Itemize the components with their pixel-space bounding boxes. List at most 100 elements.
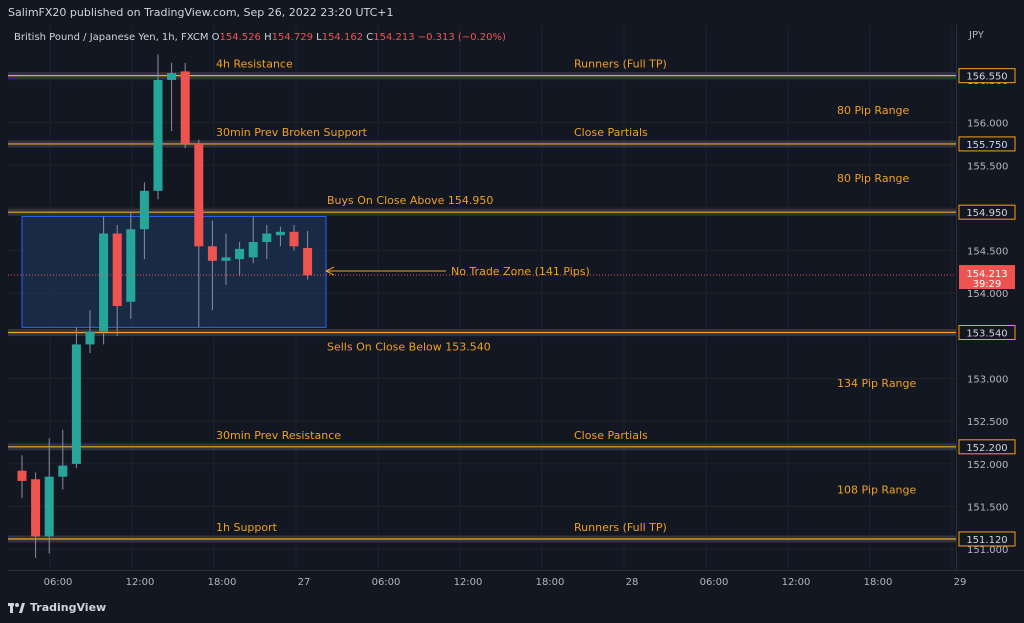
x-tick-label: 06:00 xyxy=(44,577,73,588)
candle-bearish xyxy=(17,455,27,499)
legend-part: British Pound / Japanese Yen, 1h, FXCM xyxy=(14,32,212,43)
legend-part: 154.526 xyxy=(220,32,265,43)
candle-bearish xyxy=(194,139,204,328)
level-tag-text: 151.120 xyxy=(966,535,1007,546)
x-tick-label: 06:00 xyxy=(372,577,401,588)
candle-bearish xyxy=(112,224,122,336)
y-tick-label: 154.500 xyxy=(967,247,1008,258)
legend-part: H xyxy=(264,32,272,43)
legend-part: L xyxy=(316,32,322,43)
legend-part: 154.729 xyxy=(272,32,317,43)
candle-body xyxy=(99,233,109,332)
zone-arrow-head xyxy=(324,266,335,276)
x-tick-label: 18:00 xyxy=(536,577,565,588)
candle-body xyxy=(262,233,272,243)
tradingview-logo-icon xyxy=(8,603,25,613)
pip-range-label: 108 Pip Range xyxy=(837,483,917,496)
level-price-tag: 154.950 xyxy=(958,204,1016,220)
candle-body xyxy=(207,246,217,261)
candle-body xyxy=(139,190,149,230)
candle-bullish xyxy=(99,216,109,345)
level-label-mid: Buys On Close Above 154.950 xyxy=(327,194,493,207)
brand-name: TradingView xyxy=(30,601,107,614)
level-tag-text: 154.950 xyxy=(966,208,1007,219)
last-price-value: 154.213 xyxy=(966,269,1007,280)
time-axis-svg: 06:00 12:00 18:00 27 06:00 12:00 18:00 28 06:00 1… xyxy=(44,577,967,588)
x-tick-label: 06:00 xyxy=(700,577,729,588)
candle-bullish xyxy=(235,242,245,277)
candle-bullish xyxy=(275,226,285,247)
level-label-left: 1h Support xyxy=(216,521,278,534)
candle-body xyxy=(248,242,258,258)
candle-body xyxy=(153,79,163,191)
legend-part: C xyxy=(366,32,373,43)
level-tag-box xyxy=(958,68,1016,84)
legend-part: −0.313 (−0.20%) xyxy=(418,32,506,43)
y-tick-label: 156.000 xyxy=(967,119,1008,130)
level-tag-text: 155.750 xyxy=(966,140,1007,151)
y-tick-label: 155.500 xyxy=(967,161,1008,172)
candle-body xyxy=(17,470,27,481)
legend-part: 154.213 xyxy=(373,32,418,43)
time-axis[interactable]: 06:00 12:00 18:00 27 06:00 12:00 18:00 28 06:00 1… xyxy=(8,570,1024,593)
candle-body xyxy=(167,73,177,80)
candle-body xyxy=(112,233,122,307)
ohlc-legend: British Pound / Japanese Yen, 1h, FXCM O… xyxy=(14,32,506,43)
candle-bullish xyxy=(167,62,177,132)
candle-body xyxy=(126,229,136,302)
legend-part: O xyxy=(212,32,220,43)
level-price-tag: 153.540 xyxy=(958,324,1016,340)
candle-bullish xyxy=(44,438,54,554)
legend-part: 154.162 xyxy=(322,32,367,43)
level-price-tag: 155.750 xyxy=(958,136,1016,152)
pip-range-label: 80 Pip Range xyxy=(837,172,910,185)
level-price-tag: 151.120 xyxy=(958,531,1016,547)
chart-area[interactable]: 4h Resistance Runners (Full TP) 30min Prev… xyxy=(8,25,956,570)
candle-body xyxy=(221,257,231,261)
candle-body xyxy=(44,476,54,537)
candle-body xyxy=(289,231,299,247)
candle-body xyxy=(194,143,204,247)
candle-bearish xyxy=(31,472,41,558)
level-tag-box xyxy=(958,439,1016,455)
price-axis[interactable]: 151.000 151.500 152.000 152.500 153.000 153.5… xyxy=(956,25,1024,570)
candle-body xyxy=(180,71,190,144)
candle-body xyxy=(85,331,95,345)
level-label-left: 4h Resistance xyxy=(216,58,293,71)
footer: TradingView xyxy=(0,594,1024,623)
publish-header: SalimFX20 published on TradingView.com, … xyxy=(0,0,1024,25)
level-price-tag: 156.550 xyxy=(958,68,1016,84)
level-label-mid: Runners (Full TP) xyxy=(574,521,667,534)
x-tick-label: 29 xyxy=(954,577,967,588)
candle-bullish xyxy=(139,182,149,260)
y-tick-label: 151.000 xyxy=(967,545,1008,556)
candle-body xyxy=(275,231,285,236)
candle-body xyxy=(235,248,245,260)
no-trade-zone-box xyxy=(21,215,327,328)
pip-range-label: 80 Pip Range xyxy=(837,104,910,117)
x-tick-label: 28 xyxy=(626,577,639,588)
candle-bearish xyxy=(180,62,190,149)
candlestick-chart[interactable]: 4h Resistance Runners (Full TP) 30min Prev… xyxy=(8,25,956,570)
level-tag-box xyxy=(958,531,1016,547)
candle-body xyxy=(58,465,68,477)
candle-bullish xyxy=(85,310,95,353)
no-trade-zone-label: No Trade Zone (141 Pips) xyxy=(451,265,590,278)
y-tick-label: 151.500 xyxy=(967,503,1008,514)
candle-body xyxy=(303,248,313,276)
level-tag-box xyxy=(958,324,1016,340)
level-label-mid: Runners (Full TP) xyxy=(574,58,667,71)
level-label-mid: Close Partials xyxy=(574,429,648,442)
y-tick-label: 152.000 xyxy=(967,460,1008,471)
x-tick-label: 18:00 xyxy=(864,577,893,588)
candle-bullish xyxy=(71,327,81,469)
candle-body xyxy=(31,479,41,537)
last-price-box xyxy=(959,265,1015,290)
x-tick-label: 12:00 xyxy=(126,577,155,588)
x-tick-label: 12:00 xyxy=(782,577,811,588)
x-tick-label: 27 xyxy=(298,577,311,588)
level-tag-text: 156.550 xyxy=(966,72,1007,83)
currency-label: JPY xyxy=(968,30,985,41)
level-tag-box xyxy=(958,136,1016,152)
